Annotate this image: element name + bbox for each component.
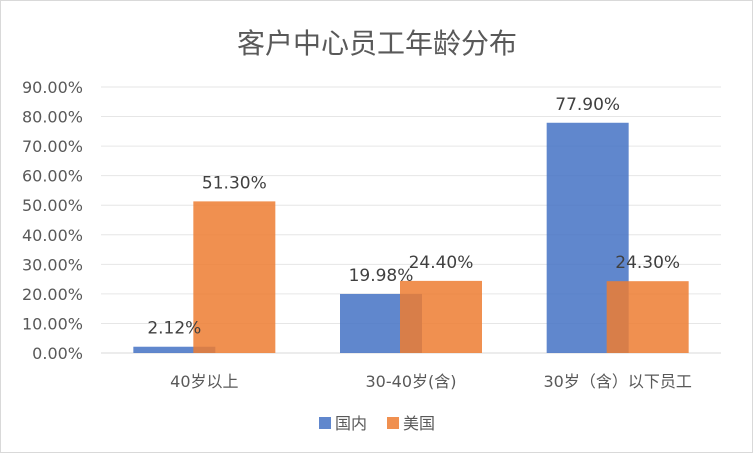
y-tick-label: 50.00% — [22, 196, 83, 215]
y-tick-label: 10.00% — [22, 314, 83, 333]
data-label: 51.30% — [202, 173, 267, 193]
bar-usa — [193, 201, 276, 353]
category-label: 30-40岁(含) — [366, 372, 457, 391]
y-tick-label: 70.00% — [22, 137, 83, 156]
bar-domestic — [133, 346, 216, 353]
legend-label: 美国 — [403, 414, 435, 433]
chart-title: 客户中心员工年龄分布 — [237, 27, 517, 60]
data-label: 2.12% — [147, 319, 201, 339]
y-axis: 0.00% 10.00% 20.00% 30.00% 40.00% 50.00% 60.00… — [22, 78, 83, 363]
data-label: 24.40% — [409, 253, 474, 273]
legend-swatch — [387, 417, 399, 429]
category-label: 30岁（含）以下员工 — [543, 372, 691, 391]
legend-label: 国内 — [335, 414, 367, 433]
y-tick-label: 20.00% — [22, 285, 83, 304]
data-label: 19.98% — [349, 266, 414, 286]
bar-usa — [400, 280, 482, 353]
y-tick-label: 90.00% — [22, 78, 83, 97]
y-tick-label: 60.00% — [22, 167, 83, 186]
bar-usa — [606, 281, 689, 353]
data-label: 24.30% — [615, 253, 680, 273]
y-tick-label: 0.00% — [32, 344, 83, 363]
y-tick-label: 40.00% — [22, 226, 83, 245]
y-tick-label: 30.00% — [22, 255, 83, 274]
x-axis: 40岁以上 30-40岁(含) 30岁（含）以下员工 — [170, 372, 692, 391]
data-label: 77.90% — [555, 95, 620, 115]
bars — [133, 122, 689, 353]
category-label: 40岁以上 — [170, 372, 238, 391]
data-labels: 2.12% 19.98% 77.90% 51.30% 24.40% 24.30% — [147, 95, 680, 339]
legend-swatch — [319, 417, 331, 429]
legend: 国内 美国 — [319, 414, 435, 433]
y-tick-label: 80.00% — [22, 108, 83, 127]
